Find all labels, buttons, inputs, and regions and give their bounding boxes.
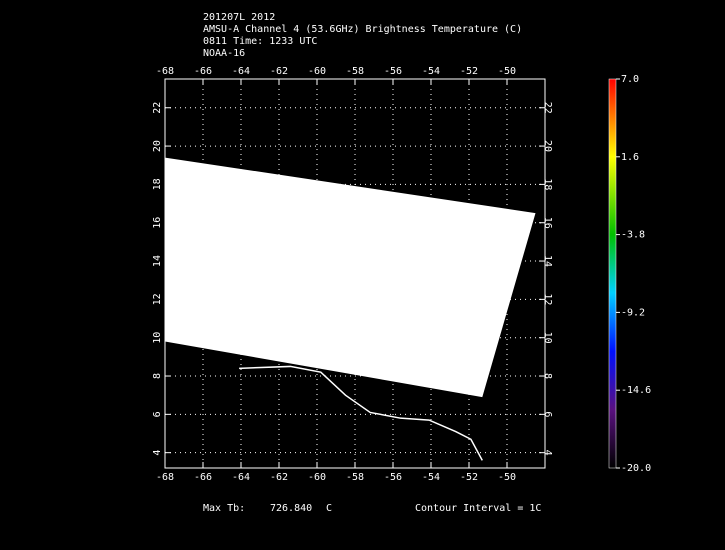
x-tick-label: -66: [194, 66, 212, 77]
y-tick-label: 8: [152, 373, 163, 379]
colorbar: [608, 78, 617, 469]
x-tick-label: -54: [422, 472, 440, 483]
y-tick-label: 18: [542, 178, 553, 190]
contour-interval: Contour Interval = 1C: [415, 503, 541, 514]
title-line: NOAA-16: [203, 48, 245, 59]
x-tick-label: -58: [346, 472, 364, 483]
y-tick-label: 8: [542, 373, 553, 379]
y-tick-label: 4: [542, 450, 553, 456]
y-tick-label: 10: [542, 332, 553, 344]
axes: -68 -68 -66 -66 -64 -64 -62 -62 -60 -60 -58 -58 -56 -…: [152, 66, 553, 483]
x-tick-label: -66: [194, 472, 212, 483]
unit: C: [326, 503, 332, 514]
y-tick-label: 10: [152, 332, 163, 344]
max-label: Max Tb:: [203, 503, 245, 514]
y-tick-label: 4: [152, 450, 163, 456]
y-tick-label: 22: [542, 102, 553, 114]
y-tick-label: 20: [542, 140, 553, 152]
y-tick-label: 6: [542, 411, 553, 417]
title-line: AMSU-A Channel 4 (53.6GHz) Brightness Te…: [203, 24, 522, 35]
swath: [165, 157, 536, 398]
y-tick-label: 16: [152, 217, 163, 229]
colorbar-label: 1.6: [621, 152, 639, 163]
x-tick-label: -64: [232, 472, 250, 483]
coastline: [239, 365, 483, 461]
y-tick-label: 14: [542, 255, 553, 267]
y-tick-label: 18: [152, 178, 163, 190]
title-line: 0811 Time: 1233 UTC: [203, 36, 317, 47]
x-tick-label: -52: [460, 66, 478, 77]
x-tick-label: -50: [498, 66, 516, 77]
x-tick-label: -54: [422, 66, 440, 77]
x-tick-label: -64: [232, 66, 250, 77]
x-tick-label: -58: [346, 66, 364, 77]
x-tick-label: -68: [156, 66, 174, 77]
x-tick-label: -52: [460, 472, 478, 483]
y-tick-label: 20: [152, 140, 163, 152]
y-tick-label: 22: [152, 102, 163, 114]
colorbar-label: -9.2: [621, 307, 645, 318]
x-tick-label: -60: [308, 472, 326, 483]
map-area: [165, 157, 536, 461]
max-value: 726.840: [270, 503, 312, 514]
y-tick-label: 6: [152, 411, 163, 417]
x-tick-label: -62: [270, 472, 288, 483]
y-tick-label: 14: [152, 255, 163, 267]
title-line: 201207L 2012: [203, 12, 275, 23]
colorbar-label: -3.8: [621, 230, 645, 241]
x-tick-label: -56: [384, 472, 402, 483]
title-block: 201207L 2012 AMSU-A Channel 4 (53.6GHz) …: [203, 12, 522, 59]
x-tick-label: -60: [308, 66, 326, 77]
colorbar-ticks: 7.0 1.6 -3.8 -9.2 -14.6 -20.0: [616, 74, 651, 474]
x-tick-label: -50: [498, 472, 516, 483]
y-tick-label: 12: [542, 293, 553, 305]
colorbar-label: 7.0: [621, 74, 639, 85]
y-tick-label: 12: [152, 293, 163, 305]
x-tick-label: -56: [384, 66, 402, 77]
colorbar-label: -14.6: [621, 385, 651, 396]
x-tick-label: -62: [270, 66, 288, 77]
y-tick-label: 16: [542, 217, 553, 229]
x-tick-label: -68: [156, 472, 174, 483]
colorbar-label: -20.0: [621, 463, 651, 474]
